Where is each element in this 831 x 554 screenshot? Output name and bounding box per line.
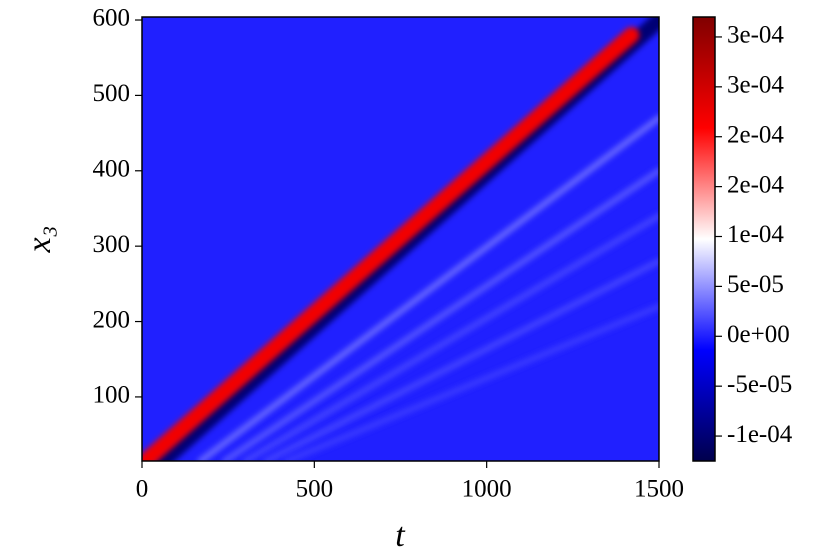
heatmap-band xyxy=(283,303,659,461)
colorbar-tick-label: 1e-04 xyxy=(727,221,784,248)
x-tick-label: 0 xyxy=(136,476,149,503)
colorbar-tick-label: 5e-05 xyxy=(727,271,784,298)
colorbar-tick-label: -1e-04 xyxy=(727,421,793,448)
colorbar xyxy=(692,16,716,462)
y-tick-label: 300 xyxy=(93,231,131,258)
y-tick-label: 600 xyxy=(93,5,131,32)
heatmap-band xyxy=(197,115,659,461)
y-axis-label: x₃ xyxy=(21,226,58,254)
colorbar-tick-label: 3e-04 xyxy=(727,72,784,99)
y-tick-label: 100 xyxy=(93,382,131,409)
colorbar-tick-label: 2e-04 xyxy=(727,171,784,198)
y-tick-label: 500 xyxy=(93,80,131,107)
heatmap-band xyxy=(263,258,659,461)
colorbar-tick-label: 0e+00 xyxy=(727,321,790,348)
plot-frame xyxy=(141,16,660,462)
x-tick-label: 1500 xyxy=(634,476,684,503)
y-tick-label: 200 xyxy=(93,306,131,333)
x-tick-label: 1000 xyxy=(462,476,512,503)
x-axis-label: t xyxy=(395,517,406,554)
heatmap xyxy=(142,17,659,461)
x-tick-label: 500 xyxy=(296,476,334,503)
colorbar-tick-label: -5e-05 xyxy=(727,371,792,398)
y-tick-label: 400 xyxy=(93,156,131,183)
colorbar-tick-label: 2e-04 xyxy=(727,121,784,148)
heatmap-band xyxy=(142,27,640,461)
colorbar-tick-label: 3e-04 xyxy=(727,22,784,49)
heatmap-band xyxy=(242,213,659,461)
heatmap-band xyxy=(221,167,659,461)
